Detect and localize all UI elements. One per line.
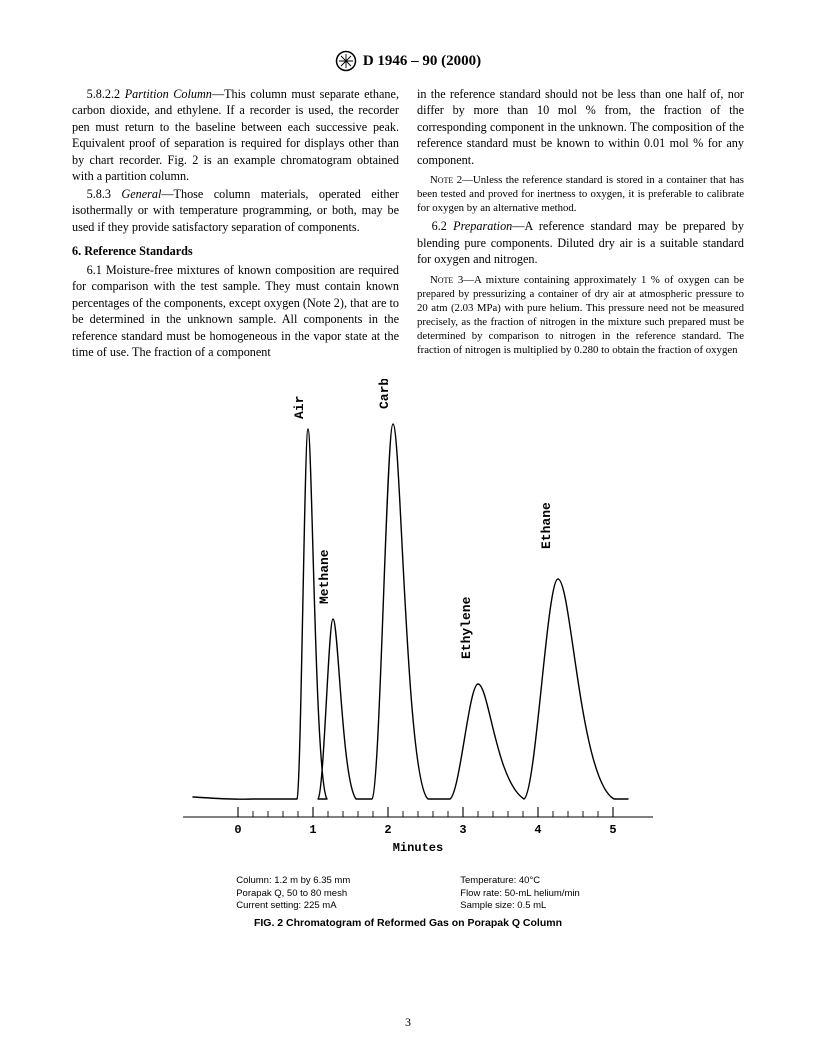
conditions-right: Temperature: 40°C Flow rate: 50-mL heliu… [460,875,580,913]
para-num: 5.8.2.2 [87,87,125,101]
page-header: D 1946 – 90 (2000) [72,50,744,72]
chromatogram-trace [193,424,628,799]
figure-caption: FIG. 2 Chromatogram of Reformed Gas on P… [72,917,744,929]
x-axis-label: Minutes [393,841,443,855]
x-tick-label: 4 [534,823,541,837]
peak-label: Methane [317,549,332,604]
x-tick-label: 2 [384,823,391,837]
x-tick-label: 3 [459,823,466,837]
page-number: 3 [0,1015,816,1030]
cond-line: Flow rate: 50-mL helium/min [460,888,580,899]
section-6-heading: 6. Reference Standards [72,243,399,259]
figure-2: Air Methane Carbon dioxide Ethylene Ethane 0 1… [72,379,744,929]
header-designation: D 1946 – 90 (2000) [363,53,481,70]
conditions-left: Column: 1.2 m by 6.35 mm Porapak Q, 50 t… [236,875,350,913]
note-body: —A mixture containing approximately 1 % … [417,274,744,356]
para-body: Moisture-free mixtures of known composit… [72,263,399,359]
para-6-1-cont: in the reference standard should not be … [417,86,744,168]
figure-conditions: Column: 1.2 m by 6.35 mm Porapak Q, 50 t… [72,875,744,913]
para-5-8-2-2: 5.8.2.2 Partition Column—This column mus… [72,86,399,185]
note-3: Note 3—A mixture containing approximatel… [417,273,744,357]
para-num: 6.1 [87,263,106,277]
para-num: 6.2 [432,219,454,233]
peak-label: Air [292,395,307,418]
chromatogram-svg: Air Methane Carbon dioxide Ethylene Ethane 0 1… [158,379,658,869]
peak-label: Carbon dioxide [377,379,392,409]
para-term: General [121,187,161,201]
astm-logo-icon [335,50,357,72]
body-columns: 5.8.2.2 Partition Column—This column mus… [72,86,744,361]
para-6-1: 6.1 Moisture-free mixtures of known comp… [72,262,399,361]
note-label: Note 3 [430,274,463,286]
para-term: Partition Column [125,87,212,101]
para-5-8-3: 5.8.3 General—Those column materials, op… [72,186,399,235]
cond-line: Temperature: 40°C [460,875,540,886]
x-tick-label: 5 [609,823,616,837]
note-label: Note 2 [430,174,462,186]
para-num: 5.8.3 [87,187,122,201]
peak-label: Ethane [539,502,554,549]
cond-line: Current setting: 225 mA [236,900,336,911]
para-6-2: 6.2 Preparation—A reference standard may… [417,218,744,267]
note-2: Note 2—Unless the reference standard is … [417,173,744,215]
x-tick-label: 0 [234,823,241,837]
cond-line: Sample size: 0.5 mL [460,900,546,911]
para-term: Preparation [453,219,512,233]
cond-line: Porapak Q, 50 to 80 mesh [236,888,347,899]
peak-label: Ethylene [459,596,474,659]
cond-line: Column: 1.2 m by 6.35 mm [236,875,350,886]
x-tick-label: 1 [309,823,316,837]
para-body: —This column must separate ethane, carbo… [72,87,399,183]
note-body: —Unless the reference standard is stored… [417,174,744,214]
